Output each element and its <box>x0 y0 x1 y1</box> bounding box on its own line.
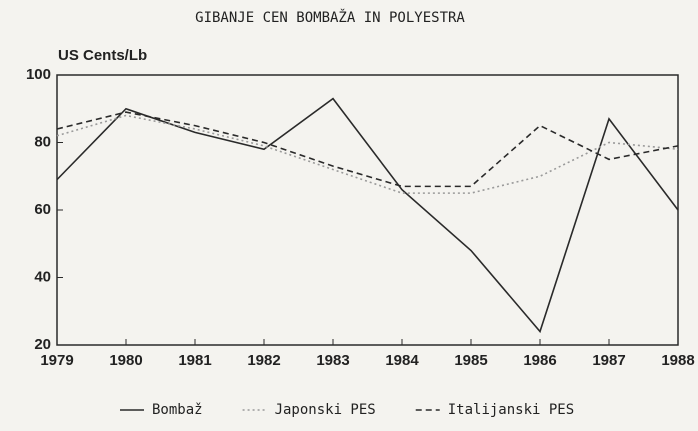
y-tick-label: 60 <box>34 201 51 218</box>
x-tick-label: 1980 <box>109 352 142 369</box>
plot-frame <box>56 74 679 346</box>
chart-title: GIBANJE CEN BOMBAŽA IN POLYESTRA <box>195 8 465 26</box>
series-line <box>56 111 679 188</box>
x-tick-label: 1987 <box>592 352 625 369</box>
x-tick-label: 1984 <box>385 352 419 369</box>
x-tick-label: 1988 <box>661 352 694 369</box>
legend-label: Bombaž <box>152 402 203 418</box>
x-tick-label: 1983 <box>316 352 349 369</box>
x-tick-label: 1982 <box>247 352 280 369</box>
x-tick-label: 1979 <box>40 352 73 369</box>
series-line <box>56 97 679 334</box>
legend-label: Italijanski PES <box>448 402 574 418</box>
y-tick-label: 20 <box>34 336 51 353</box>
x-tick-label: 1981 <box>178 352 211 369</box>
x-tick-label: 1985 <box>454 352 487 369</box>
y-tick-label: 100 <box>26 66 51 83</box>
y-tick-label: 80 <box>34 133 51 150</box>
y-axis-label: US Cents/Lb <box>58 47 147 64</box>
y-tick-label: 40 <box>34 268 51 285</box>
legend-label: Japonski PES <box>275 402 376 418</box>
x-tick-label: 1986 <box>523 352 556 369</box>
series-line <box>56 114 679 194</box>
